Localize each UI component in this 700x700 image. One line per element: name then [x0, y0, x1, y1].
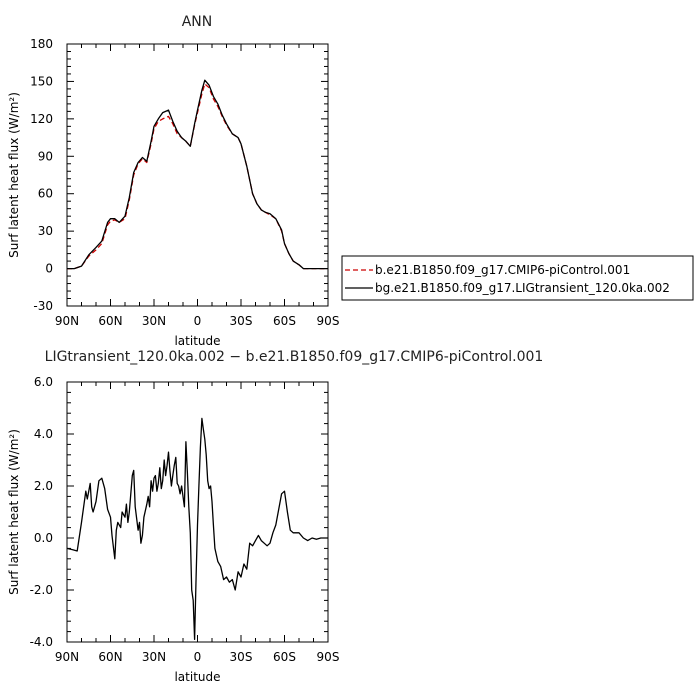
y-tick-label: 2.0 [34, 479, 53, 493]
chart-title: LIGtransient_120.0ka.002 − b.e21.B1850.f… [45, 349, 544, 365]
legend: b.e21.B1850.f09_g17.CMIP6-piControl.001b… [341, 255, 694, 301]
x-tick-label: 60S [273, 314, 296, 328]
x-tick-label: 0 [194, 650, 202, 664]
x-tick-label: 60S [273, 650, 296, 664]
plot-frame [66, 43, 329, 307]
y-tick-label: 0 [45, 262, 53, 276]
x-tick-label: 90S [317, 314, 340, 328]
y-tick-label: 90 [38, 149, 53, 163]
x-tick-label: 90N [55, 650, 79, 664]
x-tick-label: 60N [98, 650, 122, 664]
y-tick-label: 30 [38, 224, 53, 238]
x-axis-label: latitude [174, 670, 220, 684]
y-tick-label: 60 [38, 187, 53, 201]
x-tick-label: 30N [142, 314, 166, 328]
legend-label-1: b.e21.B1850.f09_g17.CMIP6-piControl.001 [375, 263, 630, 277]
x-axis-label: latitude [174, 334, 220, 348]
series-line-1 [66, 417, 328, 641]
y-axis-label: Surf latent heat flux (W/m²) [7, 429, 21, 595]
y-tick-label: 150 [30, 74, 53, 88]
y-tick-label: 120 [30, 112, 53, 126]
chart-panel-2: LIGtransient_120.0ka.002 − b.e21.B1850.f… [7, 349, 543, 684]
legend-box [341, 255, 694, 301]
x-tick-label: 60N [98, 314, 122, 328]
y-tick-label: 180 [30, 37, 53, 51]
y-tick-label: -30 [33, 299, 53, 313]
y-tick-label: -2.0 [30, 583, 53, 597]
x-tick-label: 0 [194, 314, 202, 328]
series-line-2 [67, 79, 328, 270]
chart-panel-1: ANN 90N 60N 30N 0 30S 60S 90S -30 0 30 60 90 120 150 18… [7, 14, 694, 348]
y-tick-label: -4.0 [30, 635, 53, 649]
x-tick-label: 30S [230, 650, 253, 664]
x-tick-label: 90N [55, 314, 79, 328]
x-tick-label: 30N [142, 650, 166, 664]
x-tick-label: 90S [317, 650, 340, 664]
y-tick-label: 0.0 [34, 531, 53, 545]
legend-label-2: bg.e21.B1850.f09_g17.LIGtransient_120.0k… [375, 281, 670, 295]
y-tick-label: 4.0 [34, 427, 53, 441]
x-tick-label: 30S [230, 314, 253, 328]
y-axis-label: Surf latent heat flux (W/m²) [7, 92, 21, 258]
y-tick-label: 6.0 [34, 375, 53, 389]
chart-title: ANN [182, 14, 213, 30]
